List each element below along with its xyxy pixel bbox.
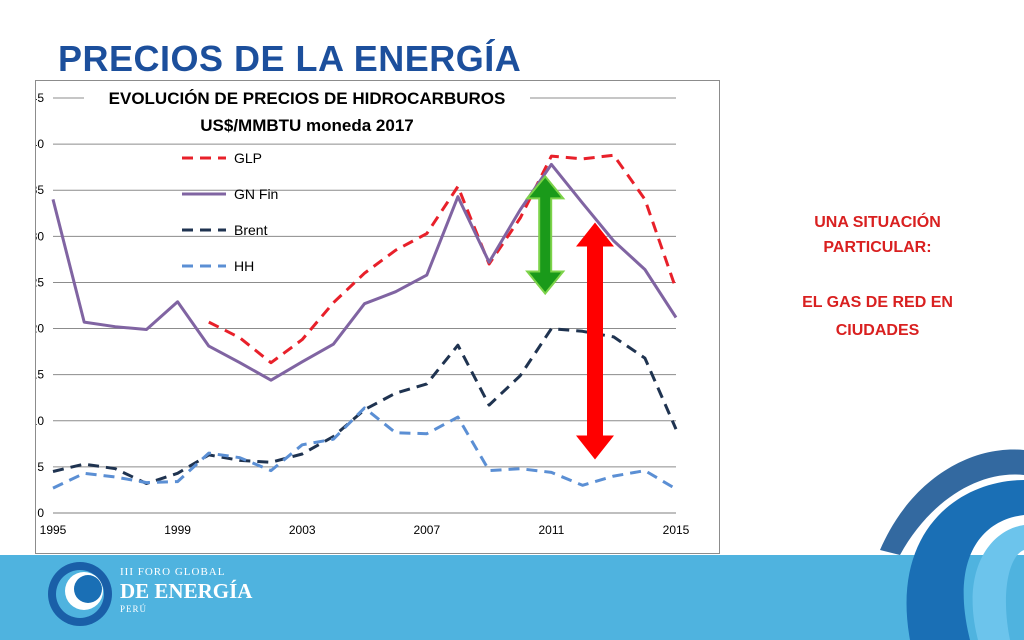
- x-tick-label: 2015: [663, 523, 690, 537]
- chart-title-backing: [84, 83, 530, 141]
- slide-title: PRECIOS DE LA ENERGÍA: [58, 38, 522, 79]
- series-line-gn-fin: [51, 162, 678, 382]
- note-line-2: PARTICULAR:: [823, 239, 932, 256]
- x-tick-label: 2003: [289, 523, 316, 537]
- series-line-hh: [52, 406, 677, 491]
- y-tick-label: 30: [36, 229, 44, 243]
- legend-label: Brent: [234, 222, 268, 238]
- x-tick-label: 1995: [40, 523, 67, 537]
- legend-label: HH: [234, 258, 254, 274]
- x-tick-label: 2011: [538, 523, 564, 537]
- forum-line-2: DE ENERGÍA: [120, 579, 253, 603]
- forum-wordmark: III FORO GLOBAL DE ENERGÍA PERÚ: [120, 565, 252, 615]
- x-tick-label: 2007: [413, 523, 440, 537]
- y-tick-label: 25: [36, 275, 44, 289]
- y-tick-label: 40: [36, 137, 44, 151]
- green-double-arrow: [525, 174, 566, 296]
- chart-frame: 0 5 10 15 20 25 30 35 40 45 1995 1999 2003 2007 2011 20…: [35, 80, 720, 554]
- y-tick-label: 5: [37, 460, 44, 474]
- y-tick-label: 10: [36, 414, 44, 428]
- y-tick-label: 20: [36, 322, 44, 336]
- decorative-swirl: [880, 449, 1024, 640]
- forum-line-1: III FORO GLOBAL: [120, 566, 226, 578]
- forum-line-3: PERÚ: [120, 604, 148, 614]
- y-tick-label: 15: [36, 368, 44, 382]
- footer-band: [0, 555, 1024, 640]
- y-tick-label: 35: [36, 183, 44, 197]
- chart-title: EVOLUCIÓN DE PRECIOS DE HIDROCARBUROS: [109, 89, 506, 108]
- x-tick-label: 1999: [164, 523, 191, 537]
- note-line-3: EL GAS DE RED EN: [802, 294, 953, 311]
- series-line-brent: [52, 327, 678, 485]
- red-double-arrow: [576, 222, 614, 460]
- line-chart: 0 5 10 15 20 25 30 35 40 45 1995 1999 2003 2007 2011 20…: [36, 83, 690, 537]
- note-line-1: UNA SITUACIÓN: [814, 214, 941, 231]
- chart-subtitle: US$/MMBTU moneda 2017: [200, 116, 414, 135]
- y-tick-label: 0: [37, 506, 44, 520]
- series-line-glp: [208, 153, 678, 365]
- forum-logo-icon: [48, 562, 112, 626]
- legend-label: GN Fin: [234, 186, 278, 202]
- note-line-4: CIUDADES: [835, 322, 920, 339]
- legend-label: GLP: [234, 150, 262, 166]
- y-tick-label: 45: [36, 91, 44, 105]
